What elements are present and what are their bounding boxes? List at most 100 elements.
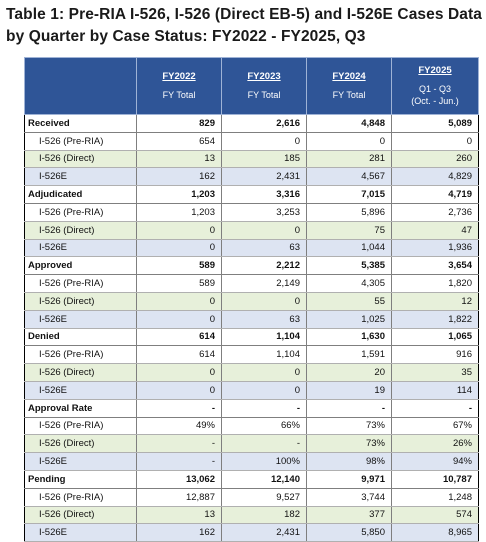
- cell-value: 12,140: [221, 469, 307, 489]
- cell-value: 589: [136, 256, 222, 276]
- cell-value: 12,887: [136, 487, 222, 507]
- column-header-fy2023: FY2023 FY Total: [221, 57, 307, 115]
- cell-value: 0: [221, 363, 307, 382]
- row-label: I-526 (Pre-RIA): [24, 274, 137, 293]
- row-label: I-526E: [24, 309, 137, 329]
- cell-value: 0: [221, 380, 307, 400]
- cell-value: -: [221, 398, 307, 418]
- row-label: Denied: [24, 327, 137, 347]
- cell-value: 162: [136, 523, 222, 542]
- table-row: I-526 (Direct) 0 0 20 35: [24, 363, 479, 382]
- cell-value: 13: [136, 149, 222, 169]
- cell-value: 20: [306, 363, 392, 382]
- table-row: I-526 (Direct) - -73% 26%: [24, 434, 479, 454]
- row-label: I-526 (Direct): [24, 220, 137, 240]
- row-label: I-526 (Direct): [24, 291, 137, 311]
- cell-value: 55: [306, 291, 392, 311]
- cell-value: 67%: [391, 416, 479, 436]
- cell-value: 4,719: [391, 185, 479, 204]
- column-year: FY2023: [247, 71, 281, 82]
- table-row: I-526 (Pre-RIA) 614 1,104 1,591 916: [24, 345, 479, 365]
- row-label: I-526E: [24, 523, 137, 542]
- cell-value: 0: [136, 238, 222, 258]
- cell-value: 3,316: [221, 185, 307, 204]
- cell-value: 49%: [136, 416, 222, 436]
- cell-value: 73%: [306, 416, 392, 436]
- cell-value: 589: [136, 274, 222, 293]
- cell-value: 0: [306, 131, 392, 151]
- cell-value: -: [221, 434, 307, 454]
- cell-value: -: [136, 434, 222, 454]
- cell-value: 66%: [221, 416, 307, 436]
- table-row: I-526 (Pre-RIA) 12,887 9,527 3,744 1,248: [24, 487, 479, 507]
- cell-value: 1,104: [221, 345, 307, 365]
- header-row: FY2022 FY Total FY2023 FY Total FY2024 F…: [24, 57, 479, 115]
- table-row: I-526E 0 63 1,025 1,822: [24, 309, 479, 329]
- row-label: I-526 (Direct): [24, 149, 137, 169]
- table-row: I-526E -100% 98% 94%: [24, 452, 479, 471]
- cell-value: 0: [221, 220, 307, 240]
- cell-value: 10,787: [391, 469, 479, 489]
- cell-value: 1,822: [391, 309, 479, 329]
- cell-value: 35: [391, 363, 479, 382]
- cell-value: 3,253: [221, 202, 307, 222]
- cell-value: 5,385: [306, 256, 392, 276]
- category-row: Adjudicated 1,203 3,316 7,015 4,719: [24, 185, 479, 204]
- row-label: Received: [24, 114, 137, 133]
- category-row: Approval Rate - - - -: [24, 398, 479, 418]
- cell-value: 162: [136, 167, 222, 187]
- column-year: FY2025: [418, 65, 452, 76]
- cell-value: 7,015: [306, 185, 392, 204]
- cell-value: 98%: [306, 452, 392, 471]
- cell-value: 829: [136, 114, 222, 133]
- table-row: I-526 (Pre-RIA) 1,203 3,253 5,896 2,736: [24, 202, 479, 222]
- cell-value: 26%: [391, 434, 479, 454]
- row-label: I-526 (Pre-RIA): [24, 416, 137, 436]
- cell-value: 2,736: [391, 202, 479, 222]
- cell-value: 47: [391, 220, 479, 240]
- cell-value: 1,591: [306, 345, 392, 365]
- cell-value: -: [136, 452, 222, 471]
- cell-value: 9,971: [306, 469, 392, 489]
- cell-value: 3,744: [306, 487, 392, 507]
- row-label: Approved: [24, 256, 137, 276]
- column-sub-range: (Oct. - Jun.): [411, 96, 459, 106]
- cell-value: 2,149: [221, 274, 307, 293]
- cell-value: 0: [221, 291, 307, 311]
- row-label: I-526 (Pre-RIA): [24, 345, 137, 365]
- cell-value: 0: [136, 220, 222, 240]
- table-title: Table 1: Pre-RIA I-526, I-526 (Direct EB…: [6, 6, 482, 45]
- cell-value: 0: [136, 363, 222, 382]
- cell-value: 1,630: [306, 327, 392, 347]
- cell-value: 574: [391, 505, 479, 525]
- row-label: I-526E: [24, 238, 137, 258]
- column-sub: FY Total: [247, 90, 281, 100]
- table-row: I-526E 0 0 19 114: [24, 380, 479, 400]
- column-header-fy2022: FY2022 FY Total: [136, 57, 222, 115]
- column-sub: Q1 - Q3: [418, 84, 451, 94]
- cell-value: 0: [391, 131, 479, 151]
- row-label: I-526 (Pre-RIA): [24, 487, 137, 507]
- column-year: FY2024: [332, 71, 366, 82]
- table-row: I-526 (Direct) 13 182 377 574: [24, 505, 479, 525]
- cell-value: 0: [136, 309, 222, 329]
- row-label: Pending: [24, 469, 137, 489]
- cell-value: 1,936: [391, 238, 479, 258]
- category-row: Received 829 2,616 4,848 5,089: [24, 114, 479, 133]
- cell-value: 0: [221, 131, 307, 151]
- cell-value: 185: [221, 149, 307, 169]
- cell-value: 73%: [306, 434, 392, 454]
- cell-value: 4,305: [306, 274, 392, 293]
- cell-value: 614: [136, 327, 222, 347]
- table-row: I-526 (Direct) 0 0 55 12: [24, 291, 479, 311]
- cell-value: 100%: [221, 452, 307, 471]
- cell-value: 63: [221, 309, 307, 329]
- cell-value: 5,850: [306, 523, 392, 542]
- cell-value: 0: [136, 380, 222, 400]
- cell-value: 654: [136, 131, 222, 151]
- cell-value: 1,065: [391, 327, 479, 347]
- table-row: I-526 (Direct) 13 185 281 260: [24, 149, 479, 169]
- table-body: Received 829 2,616 4,848 5,089 I-526 (Pre-RIA…: [24, 114, 479, 542]
- column-header-fy2024: FY2024 FY Total: [306, 57, 392, 115]
- cell-value: 614: [136, 345, 222, 365]
